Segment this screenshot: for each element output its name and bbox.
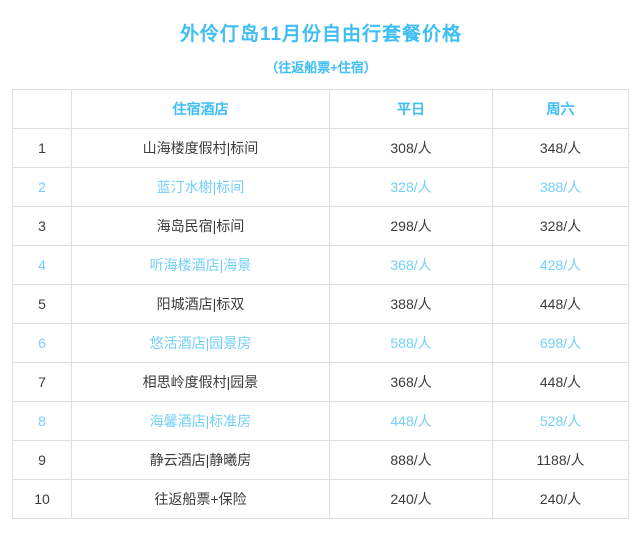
- row-hotel: 山海楼度假村|标间: [71, 128, 330, 168]
- row-hotel: 往返船票+保险: [71, 479, 330, 519]
- row-saturday-price: 328/人: [492, 206, 629, 246]
- row-weekday-price: 308/人: [329, 128, 493, 168]
- row-index: 10: [12, 479, 72, 519]
- table-row: 9 静云酒店|静曦房 888/人 1188/人: [12, 440, 629, 480]
- table-row: 6 悠活酒店|园景房 588/人 698/人: [12, 323, 629, 363]
- page-subtitle: （往返船票+住宿）: [265, 60, 377, 75]
- row-hotel: 静云酒店|静曦房: [71, 440, 330, 480]
- row-saturday-price: 1188/人: [492, 440, 629, 480]
- row-saturday-price: 388/人: [492, 167, 629, 207]
- table-row: 4 听海楼酒店|海景 368/人 428/人: [12, 245, 629, 285]
- row-index: 8: [12, 401, 72, 441]
- row-hotel: 悠活酒店|园景房: [71, 323, 330, 363]
- row-weekday-price: 888/人: [329, 440, 493, 480]
- table-row: 8 海馨酒店|标准房 448/人 528/人: [12, 401, 629, 441]
- row-saturday-price: 240/人: [492, 479, 629, 519]
- table-row: 5 阳城酒店|标双 388/人 448/人: [12, 284, 629, 324]
- row-saturday-price: 698/人: [492, 323, 629, 363]
- row-index: 2: [12, 167, 72, 207]
- row-saturday-price: 428/人: [492, 245, 629, 285]
- row-hotel: 阳城酒店|标双: [71, 284, 330, 324]
- header-weekday: 平日: [329, 89, 493, 129]
- row-hotel: 蓝汀水榭|标间: [71, 167, 330, 207]
- header-saturday: 周六: [492, 89, 629, 129]
- header-index: [12, 89, 72, 129]
- row-weekday-price: 388/人: [329, 284, 493, 324]
- row-weekday-price: 328/人: [329, 167, 493, 207]
- row-hotel: 海岛民宿|标间: [71, 206, 330, 246]
- table-row: 7 相思岭度假村|园景 368/人 448/人: [12, 362, 629, 402]
- row-weekday-price: 588/人: [329, 323, 493, 363]
- row-index: 6: [12, 323, 72, 363]
- table-row: 2 蓝汀水榭|标间 328/人 388/人: [12, 167, 629, 207]
- row-index: 7: [12, 362, 72, 402]
- row-hotel: 听海楼酒店|海景: [71, 245, 330, 285]
- row-index: 9: [12, 440, 72, 480]
- row-saturday-price: 448/人: [492, 284, 629, 324]
- row-hotel: 海馨酒店|标准房: [71, 401, 330, 441]
- row-weekday-price: 368/人: [329, 362, 493, 402]
- row-index: 4: [12, 245, 72, 285]
- row-saturday-price: 528/人: [492, 401, 629, 441]
- row-index: 5: [12, 284, 72, 324]
- price-table: 住宿酒店 平日 周六 1 山海楼度假村|标间 308/人 348/人 2 蓝汀水榭|标间 3…: [12, 89, 629, 519]
- row-saturday-price: 448/人: [492, 362, 629, 402]
- row-weekday-price: 368/人: [329, 245, 493, 285]
- header-hotel: 住宿酒店: [71, 89, 330, 129]
- row-index: 3: [12, 206, 72, 246]
- table-row: 1 山海楼度假村|标间 308/人 348/人: [12, 128, 629, 168]
- row-index: 1: [12, 128, 72, 168]
- row-hotel: 相思岭度假村|园景: [71, 362, 330, 402]
- row-saturday-price: 348/人: [492, 128, 629, 168]
- row-weekday-price: 240/人: [329, 479, 493, 519]
- table-header-row: 住宿酒店 平日 周六: [12, 89, 629, 129]
- table-row: 10 往返船票+保险 240/人 240/人: [12, 479, 629, 519]
- table-row: 3 海岛民宿|标间 298/人 328/人: [12, 206, 629, 246]
- page-title: 外伶仃岛11月份自由行套餐价格: [179, 24, 463, 45]
- row-weekday-price: 448/人: [329, 401, 493, 441]
- row-weekday-price: 298/人: [329, 206, 493, 246]
